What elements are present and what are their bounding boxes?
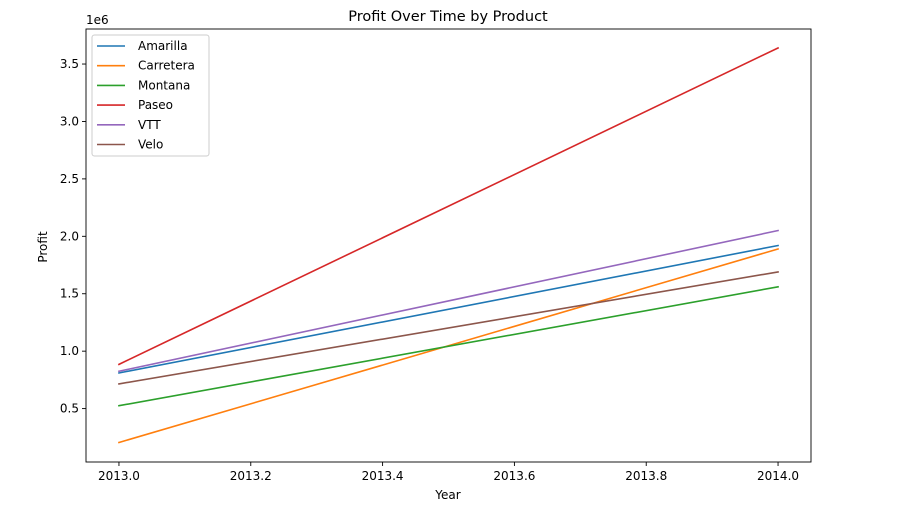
y-tick-label: 2.5 bbox=[60, 172, 79, 186]
x-tick-label: 2013.2 bbox=[230, 469, 272, 483]
legend-label-velo: Velo bbox=[138, 138, 163, 152]
series-line-paseo bbox=[117, 46, 780, 366]
legend: Amarilla Carretera Montana Paseo VTT Velo bbox=[91, 34, 210, 157]
y-tick-label: 1.0 bbox=[60, 344, 79, 358]
y-offset-label: 1e6 bbox=[86, 13, 109, 27]
series-line-montana bbox=[118, 285, 779, 407]
y-tick-label: 1.5 bbox=[60, 287, 79, 301]
legend-label-paseo: Paseo bbox=[138, 98, 173, 112]
series-line-amarilla bbox=[118, 244, 779, 374]
x-tick-label: 2013.4 bbox=[362, 469, 404, 483]
legend-label-carretera: Carretera bbox=[138, 59, 195, 73]
x-tick-label: 2013.8 bbox=[625, 469, 667, 483]
x-axis: 2013.0 2013.2 2013.4 2013.6 2013.8 2014.0 bbox=[98, 462, 799, 483]
series-line-vtt bbox=[118, 229, 779, 373]
x-tick-label: 2013.0 bbox=[98, 469, 140, 483]
chart-title: Profit Over Time by Product bbox=[348, 9, 548, 25]
series-line-velo bbox=[118, 270, 779, 385]
legend-label-amarilla: Amarilla bbox=[138, 39, 188, 53]
y-tick-label: 2.0 bbox=[60, 229, 79, 243]
y-axis: 0.5 1.0 1.5 2.0 2.5 3.0 3.5 bbox=[60, 57, 86, 416]
x-tick-label: 2014.0 bbox=[757, 469, 799, 483]
legend-label-montana: Montana bbox=[138, 78, 190, 92]
x-axis-label: Year bbox=[434, 488, 460, 502]
legend-label-vtt: VTT bbox=[138, 118, 161, 132]
y-tick-label: 3.5 bbox=[60, 57, 79, 71]
y-tick-label: 3.0 bbox=[60, 114, 79, 128]
y-tick-label: 0.5 bbox=[60, 402, 79, 416]
x-tick-label: 2013.6 bbox=[493, 469, 535, 483]
y-axis-label: Profit bbox=[36, 231, 50, 263]
series-lines bbox=[117, 46, 780, 444]
